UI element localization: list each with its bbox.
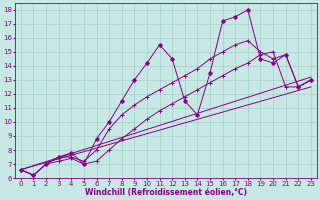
- X-axis label: Windchill (Refroidissement éolien,°C): Windchill (Refroidissement éolien,°C): [85, 188, 247, 197]
